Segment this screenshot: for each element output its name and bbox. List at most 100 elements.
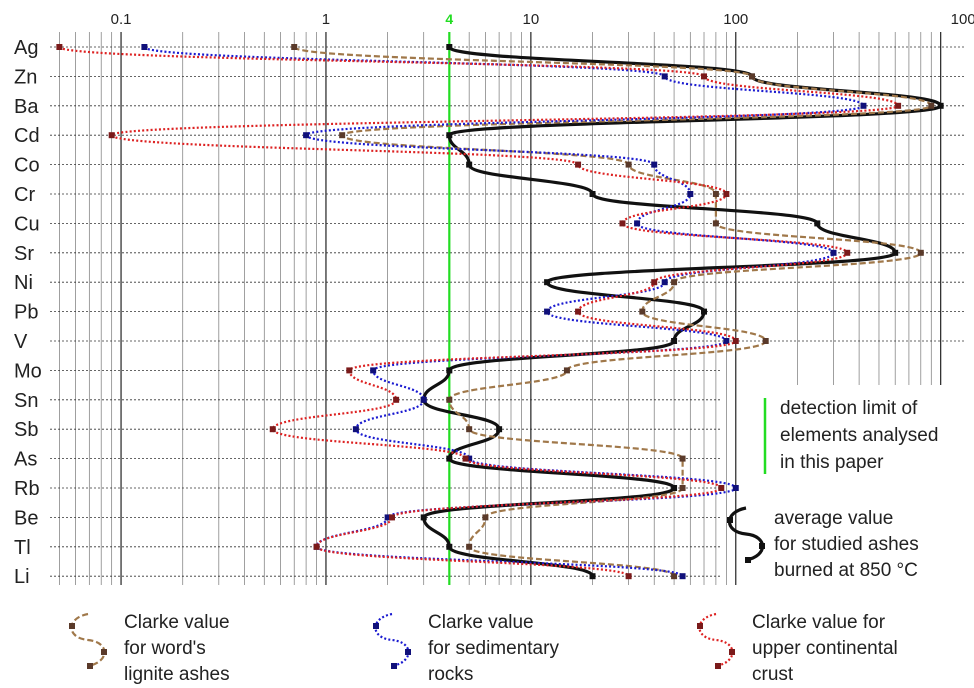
legend-average-swatch [728,506,764,562]
data-point [830,249,837,256]
data-point [446,44,453,50]
detection-limit-line: 4 [445,11,453,585]
legend-sedimentary-swatch [374,612,410,668]
data-point [679,455,686,462]
data-point [661,279,668,286]
legend-swatch-marker [391,663,397,669]
x-tick-label: 1000 ppm [951,11,974,28]
data-point [462,455,469,462]
legend-swatch-marker [101,649,107,655]
y-category-label: As [14,449,37,471]
legend-sedimentary-line-1: Clarke value [428,612,534,633]
y-category-label: Ni [14,272,33,294]
y-category-label: Mo [14,360,42,382]
x-tick-label: 100 [723,11,748,28]
x-tick-label: 1 [322,11,330,28]
legend-lignite-line-2: for word's [124,638,206,659]
data-point [718,485,725,491]
data-point [313,543,320,550]
legend-swatch-marker [729,649,735,655]
x-tick-label: 10 [523,11,540,28]
legend-swatch-marker [759,543,765,549]
data-point [303,132,310,139]
data-point [732,338,739,344]
data-point [723,191,730,197]
data-point [388,514,395,521]
data-point [937,102,944,109]
data-point [712,220,719,227]
data-point [446,132,453,139]
y-category-label: Cd [14,125,40,147]
legend-lignite-line-1: Clarke value [124,612,230,633]
data-point [466,543,473,550]
legend-swatch-marker [745,557,751,563]
data-point [701,308,708,315]
data-point [466,161,473,168]
x-tick-label: 0.1 [111,11,132,28]
y-category-label: Sr [14,243,34,265]
data-point [723,338,730,344]
x-tick-labels: 0.1 1 10 100 1000 ppm [111,11,974,28]
data-point [291,44,298,50]
legend-average-line-2: for studied ashes [774,534,919,555]
y-category-label: Cu [14,213,40,235]
data-point [895,102,902,109]
data-point [651,279,658,286]
data-point [544,308,551,315]
y-category-label: Li [14,566,30,588]
y-category-label: Ba [14,96,39,118]
legend-swatch-marker [405,649,411,655]
y-category-label: Zn [14,66,37,88]
legend-swatch-marker [727,517,733,523]
data-point [384,514,391,521]
legend-swatches [69,398,767,669]
legend-lignite-swatch [70,612,106,668]
data-point [687,191,694,197]
legend-swatch-marker [373,623,379,629]
legend-detection-line-2: elements analysed [780,425,939,446]
data-point [269,426,276,433]
series-lines [56,44,944,580]
data-point [589,573,596,580]
data-point [575,308,582,315]
legend-upper-crust-line-3: crust [752,664,794,685]
data-point [814,220,821,227]
data-point [370,367,377,374]
data-point [352,426,359,433]
data-point [762,338,769,344]
data-point [701,73,708,80]
data-point [679,485,686,491]
legend-lignite-line-3: lignite ashes [124,664,230,685]
data-point [928,102,935,109]
y-category-label: Rb [14,478,40,500]
legend-detection-line-1: detection limit of [780,398,918,419]
legend-upper-crust-line-1: Clarke value for [752,612,886,633]
data-point [496,426,503,433]
legend-average-line-1: average value [774,508,894,529]
data-point [671,485,678,491]
data-point [679,573,686,580]
data-point [844,249,851,256]
data-point [619,220,626,227]
detection-limit-label: 4 [445,11,453,27]
data-point [339,132,346,139]
data-point [446,543,453,550]
data-point [712,191,719,197]
data-point [482,514,489,521]
data-point [589,191,596,197]
data-point [651,161,658,168]
y-category-label: Be [14,507,38,529]
data-point [639,308,646,315]
data-point [108,132,115,139]
y-category-labels: Ag Zn Ba Cd Co Cr Cu Sr Ni Pb V Mo Sn Sb As Rb Be Tl Li [14,37,42,588]
data-point [625,573,632,580]
y-category-label: V [14,331,28,353]
data-point [56,44,63,50]
legend-average-line-3: burned at 850 °C [774,560,918,581]
data-point [671,279,678,286]
data-point [393,396,400,403]
data-point [917,249,924,256]
